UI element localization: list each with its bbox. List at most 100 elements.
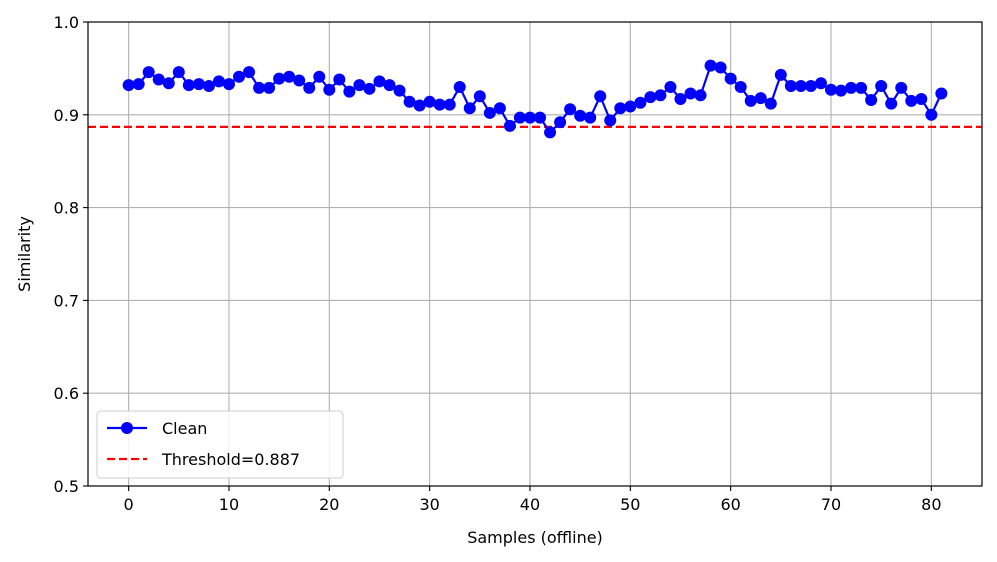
clean-data-point	[182, 79, 195, 92]
legend: Clean Threshold=0.887	[96, 410, 344, 479]
y-tick-label: 0.9	[54, 106, 79, 125]
clean-data-point	[263, 81, 276, 94]
x-tick-label: 0	[124, 495, 134, 514]
clean-data-point	[644, 91, 657, 104]
clean-data-point	[734, 80, 747, 93]
clean-data-point	[574, 109, 587, 122]
y-tick-label: 0.6	[54, 384, 79, 403]
clean-data-point	[373, 75, 386, 88]
y-tick-label: 1.0	[54, 13, 79, 32]
clean-data-point	[243, 66, 256, 79]
clean-data-point	[694, 89, 707, 102]
clean-data-point	[493, 102, 506, 115]
clean-data-point	[313, 70, 326, 83]
clean-data-point	[523, 111, 536, 124]
x-tick-label: 10	[219, 495, 239, 514]
x-tick-label: 80	[921, 495, 941, 514]
clean-data-point	[885, 97, 898, 110]
clean-data-point	[403, 95, 416, 108]
clean-data-point	[614, 102, 627, 115]
clean-data-point	[855, 81, 868, 94]
clean-data-point	[724, 72, 737, 85]
clean-data-point	[283, 70, 296, 83]
x-tick-label: 50	[620, 495, 640, 514]
clean-data-point	[443, 98, 456, 111]
clean-data-point	[353, 79, 366, 92]
clean-data-point	[122, 79, 135, 92]
clean-data-point	[233, 70, 246, 83]
clean-data-point	[814, 77, 827, 90]
y-axis-ticks: 0.5 0.6 0.7 0.8 0.9 1.0	[54, 13, 88, 496]
clean-data-point	[142, 66, 155, 79]
clean-data-point	[835, 84, 848, 97]
clean-data-point	[895, 81, 908, 94]
clean-data-point	[935, 87, 948, 100]
x-axis-ticks: 0 10 20 30 40 50 60 70 80	[124, 486, 942, 514]
clean-data-point	[764, 97, 777, 110]
clean-data-point	[253, 81, 266, 94]
y-tick-label: 0.5	[54, 477, 79, 496]
clean-data-point	[303, 81, 316, 94]
clean-data-point	[584, 111, 597, 124]
clean-data-point	[463, 102, 476, 115]
clean-data-point	[333, 73, 346, 86]
legend-threshold-label: Threshold=0.887	[161, 450, 300, 469]
clean-series-layer	[122, 59, 948, 139]
clean-data-point	[293, 74, 306, 87]
clean-data-point	[393, 84, 406, 97]
clean-data-point	[684, 87, 697, 100]
clean-data-point	[534, 111, 547, 124]
clean-data-point	[202, 80, 215, 93]
clean-data-point	[784, 80, 797, 93]
clean-data-point	[865, 93, 878, 106]
legend-clean-marker	[121, 422, 133, 434]
clean-data-point	[453, 80, 466, 93]
clean-data-point	[925, 108, 938, 121]
legend-clean-label: Clean	[162, 419, 207, 438]
x-tick-label: 30	[419, 495, 439, 514]
clean-data-point	[804, 80, 817, 93]
clean-data-point	[875, 80, 888, 93]
clean-data-point	[423, 95, 436, 108]
plot-frame	[87, 21, 983, 487]
clean-data-point	[744, 94, 757, 107]
clean-data-point	[192, 78, 205, 91]
clean-data-point	[222, 78, 235, 91]
clean-data-point	[323, 83, 336, 96]
clean-data-point	[674, 93, 687, 106]
clean-data-point	[172, 66, 185, 79]
x-axis-label: Samples (offline)	[467, 528, 603, 547]
clean-data-point	[624, 100, 637, 113]
clean-data-point	[544, 126, 557, 139]
clean-data-point	[915, 93, 928, 106]
clean-data-point	[433, 98, 446, 111]
clean-data-point	[604, 114, 617, 127]
clean-data-point	[513, 111, 526, 124]
clean-data-point	[704, 59, 717, 72]
clean-data-point	[754, 92, 767, 105]
clean-data-point	[503, 119, 516, 132]
clean-data-point	[473, 90, 486, 103]
clean-data-point	[343, 85, 356, 98]
y-axis-label: Similarity	[15, 216, 34, 292]
clean-data-point	[212, 75, 225, 88]
x-tick-label: 20	[319, 495, 339, 514]
clean-data-point	[774, 68, 787, 81]
clean-data-point	[594, 90, 607, 103]
y-tick-label: 0.8	[54, 199, 79, 218]
y-tick-label: 0.7	[54, 291, 79, 310]
clean-data-point	[162, 77, 175, 90]
clean-data-point	[483, 106, 496, 119]
legend-box	[96, 410, 344, 479]
x-tick-label: 40	[520, 495, 540, 514]
plot-border	[87, 21, 983, 487]
clean-data-point	[413, 99, 426, 112]
clean-data-point	[714, 61, 727, 74]
x-tick-label: 60	[720, 495, 740, 514]
clean-data-point	[383, 79, 396, 92]
clean-data-point	[654, 89, 667, 102]
clean-data-point	[824, 83, 837, 96]
x-tick-label: 70	[821, 495, 841, 514]
clean-data-point	[554, 116, 567, 129]
